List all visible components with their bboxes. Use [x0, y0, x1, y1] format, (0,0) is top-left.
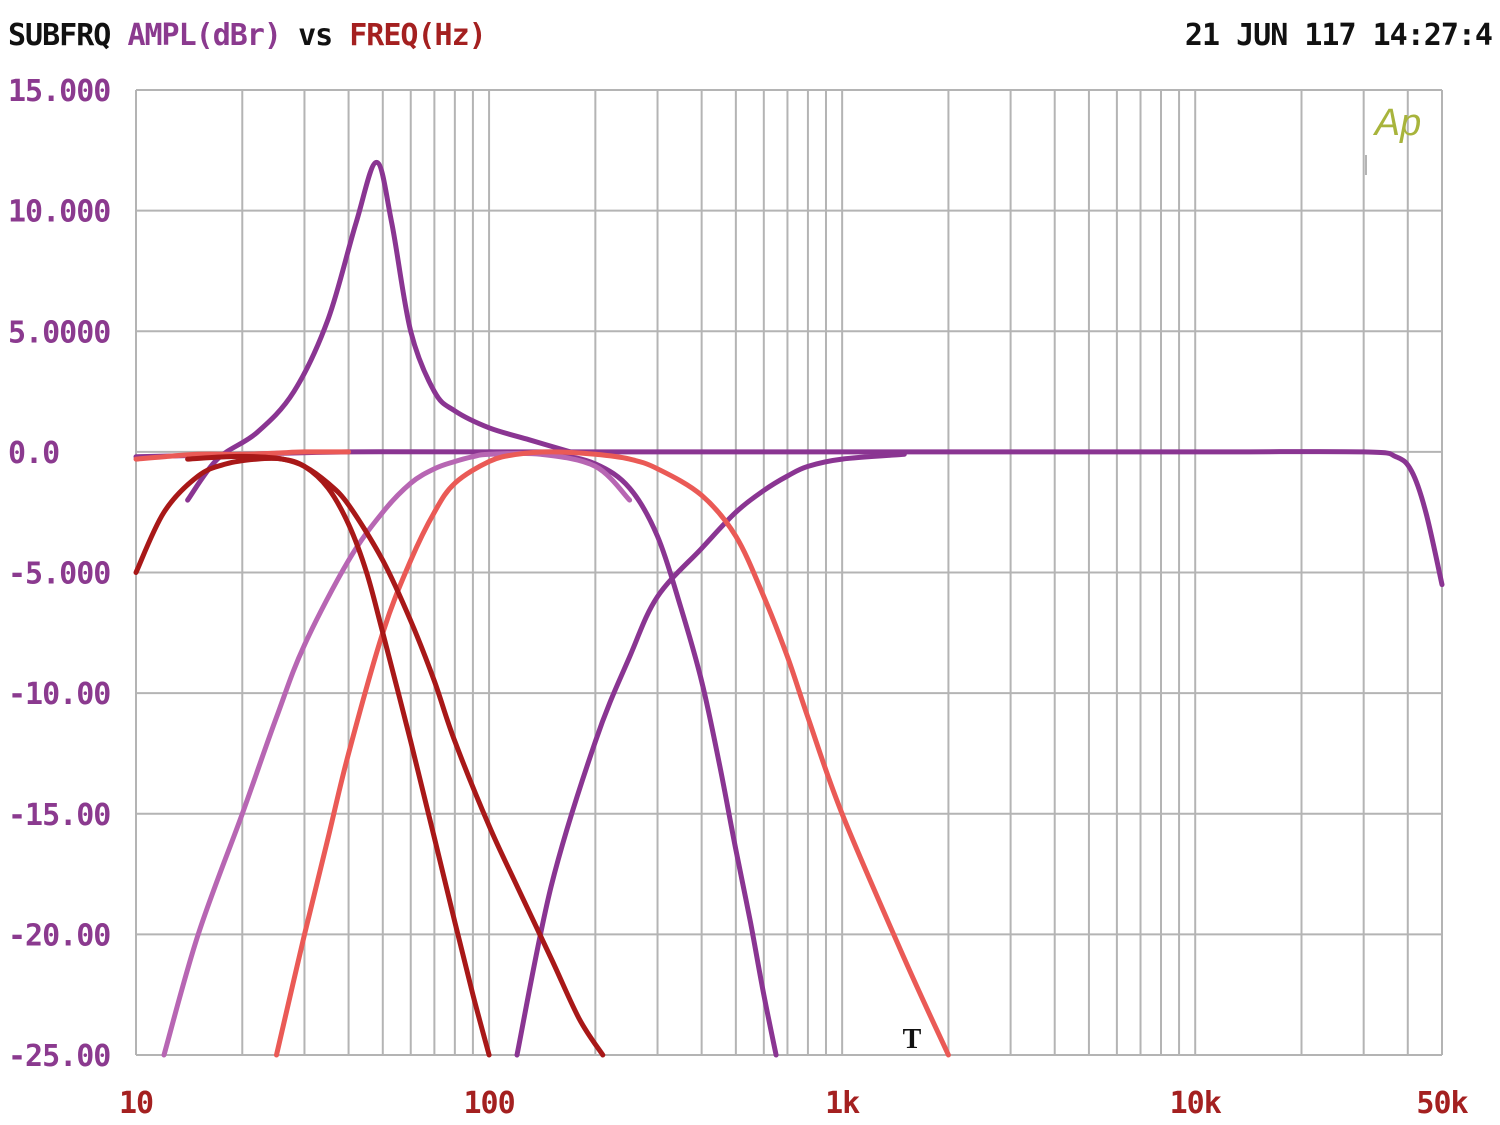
x-tick-label: 100: [463, 1086, 514, 1121]
series-line-3: [514, 451, 907, 1058]
y-tick-label: 0.0: [8, 436, 59, 471]
title-prefix: SUBFRQ: [8, 18, 111, 53]
y-tick-label: 10.000: [8, 195, 110, 230]
series-line-7: [274, 449, 951, 1058]
timestamp: 21 JUN 117 14:27:4: [1184, 18, 1493, 53]
series-line-1: [185, 159, 573, 503]
title-vs: vs: [298, 18, 333, 53]
y-tick-label: 5.0000: [8, 315, 110, 350]
series-group: [133, 159, 1445, 1058]
series-line-9: [185, 453, 606, 1058]
x-tick-label: 10k: [1170, 1086, 1222, 1121]
y-tick-labels: 15.000 10.000 5.0000 0.0 -5.000 -10.00 -15.00 -…: [8, 74, 111, 1074]
y-tick-label: -15.00: [8, 798, 110, 833]
x-tick-label: 50k: [1416, 1086, 1468, 1121]
x-tick-label: 10: [119, 1086, 153, 1121]
x-tick-label: 1k: [825, 1086, 860, 1121]
y-tick-label: 15.000: [8, 74, 110, 109]
series-line-2: [133, 449, 1445, 588]
grid: [135, 89, 1443, 1056]
title-x-quantity: FREQ(Hz): [349, 18, 486, 53]
cursor-marker: T: [903, 1024, 922, 1055]
series-line-5: [161, 450, 633, 1058]
x-tick-labels: 10 100 1k 10k 50k: [119, 1086, 1470, 1121]
y-tick-label: -20.00: [8, 918, 110, 953]
y-tick-label: -5.000: [8, 557, 110, 592]
ap-logo: Ap: [1373, 102, 1421, 144]
series-line-8: [133, 455, 492, 1058]
y-tick-label: -25.00: [8, 1039, 110, 1074]
title-y-quantity: AMPL(dBr): [127, 18, 282, 53]
chart-title: SUBFRQ AMPL(dBr) vs FREQ(Hz): [8, 18, 487, 53]
y-tick-label: -10.00: [8, 677, 110, 712]
chart-header: SUBFRQ AMPL(dBr) vs FREQ(Hz) 21 JUN 117 …: [8, 18, 1493, 58]
